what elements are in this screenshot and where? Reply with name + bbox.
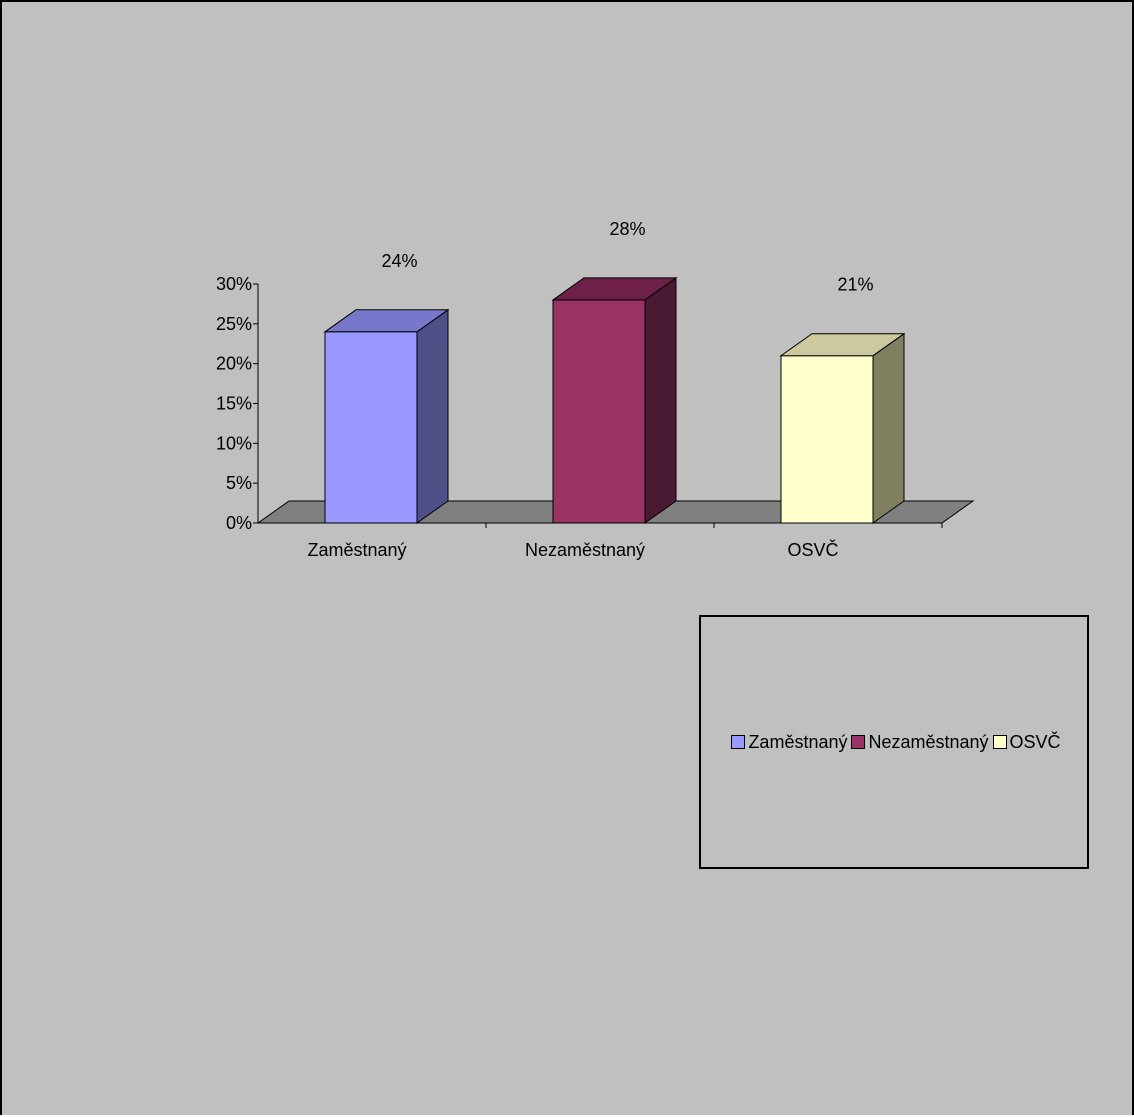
y-tick-label: 0% <box>226 513 252 533</box>
bar-side <box>416 308 449 524</box>
bar-top <box>779 333 906 357</box>
bar-front <box>552 299 646 524</box>
legend-label: Zaměstnaný <box>748 731 848 752</box>
legend: Zaměstnaný Nezaměstnaný OSVČ <box>699 615 1089 869</box>
y-tick-label: 30% <box>216 274 252 294</box>
bar-top <box>323 309 450 333</box>
legend-item-nezamestnany: Nezaměstnaný <box>847 731 989 753</box>
x-tick-label: OSVČ <box>787 539 838 560</box>
y-tick-label: 5% <box>226 473 252 493</box>
bar-top <box>551 277 678 301</box>
y-tick-label: 20% <box>216 354 252 374</box>
data-label: 21% <box>837 275 873 295</box>
bar-side <box>644 276 677 524</box>
legend-item-zamestnany: Zaměstnaný <box>727 732 847 753</box>
y-tick-label: 25% <box>216 314 252 334</box>
x-tick-label: Nezaměstnaný <box>525 540 645 560</box>
legend-swatch <box>851 735 866 749</box>
y-tick-label: 15% <box>216 394 252 414</box>
data-label: 28% <box>609 219 645 239</box>
y-tick-label: 10% <box>216 433 252 453</box>
bar-side <box>872 332 905 524</box>
x-tick-label: Zaměstnaný <box>307 540 406 560</box>
legend-swatch <box>992 735 1007 749</box>
legend-item-osvc: OSVČ <box>989 732 1061 753</box>
legend-label: Nezaměstnaný <box>868 731 989 752</box>
bar-front <box>324 331 418 524</box>
legend-swatch <box>731 735 746 749</box>
data-label: 24% <box>381 251 417 271</box>
bar-front <box>780 355 874 524</box>
legend-label: OSVČ <box>1009 731 1061 752</box>
